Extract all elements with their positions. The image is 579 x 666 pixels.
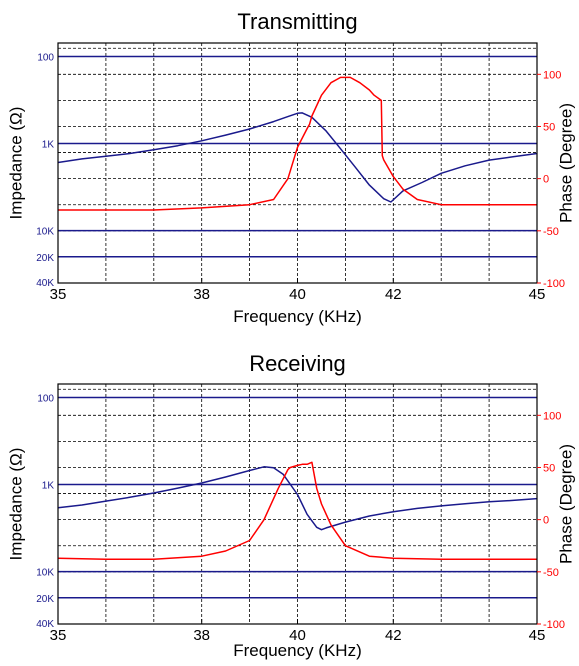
right-tick-label: -100 — [543, 278, 565, 290]
right-axis-label: Phase (Degree) — [556, 103, 575, 223]
right-tick-label: -50 — [543, 567, 559, 579]
right-tick-label: -100 — [543, 619, 565, 631]
left-tick-label: 20K — [36, 253, 54, 264]
x-tick-label: 45 — [529, 627, 546, 644]
left-tick-label: 40K — [36, 619, 54, 630]
right-tick-label: 0 — [543, 515, 549, 527]
x-tick-label: 40 — [289, 286, 306, 303]
left-tick-label: 1K — [42, 481, 55, 492]
left-tick-label: 20K — [36, 594, 54, 605]
left-axis-label: Impedance (Ω) — [6, 448, 25, 561]
right-axis-label: Phase (Degree) — [556, 444, 575, 564]
left-tick-label: 100 — [37, 52, 54, 63]
transmitting-chart: Transmitting Frequency (KHz) Impedance (… — [6, 9, 575, 326]
phase-series-line — [58, 76, 537, 211]
x-tick-label: 42 — [385, 286, 402, 303]
x-tick-label: 45 — [529, 286, 546, 303]
left-tick-label: 1K — [42, 140, 55, 151]
left-tick-label: 100 — [37, 393, 54, 404]
x-tick-label: 38 — [193, 286, 210, 303]
impedance-series-line — [57, 466, 538, 531]
left-axis-label: Impedance (Ω) — [6, 107, 25, 220]
right-tick-label: 0 — [543, 174, 549, 186]
left-tick-label: 10K — [36, 227, 54, 238]
x-axis-label: Frequency (KHz) — [233, 307, 361, 326]
x-tick-label: 35 — [50, 286, 67, 303]
receiving-chart: Receiving Frequency (KHz) Impedance (Ω) … — [6, 351, 575, 660]
chart-title: Receiving — [249, 351, 346, 376]
left-tick-label: 40K — [36, 278, 54, 289]
x-tick-label: 40 — [289, 627, 306, 644]
phase-series-line — [57, 461, 537, 561]
x-tick-label: 42 — [385, 627, 402, 644]
chart-title: Transmitting — [237, 9, 357, 34]
right-tick-label: 50 — [543, 121, 555, 133]
right-tick-label: 50 — [543, 462, 555, 474]
x-tick-label: 35 — [50, 627, 67, 644]
x-axis-label: Frequency (KHz) — [233, 641, 361, 660]
x-tick-label: 38 — [193, 627, 210, 644]
right-tick-label: 100 — [543, 410, 561, 422]
right-tick-label: 100 — [543, 69, 561, 81]
left-tick-label: 10K — [36, 568, 54, 579]
right-tick-label: -50 — [543, 226, 559, 238]
